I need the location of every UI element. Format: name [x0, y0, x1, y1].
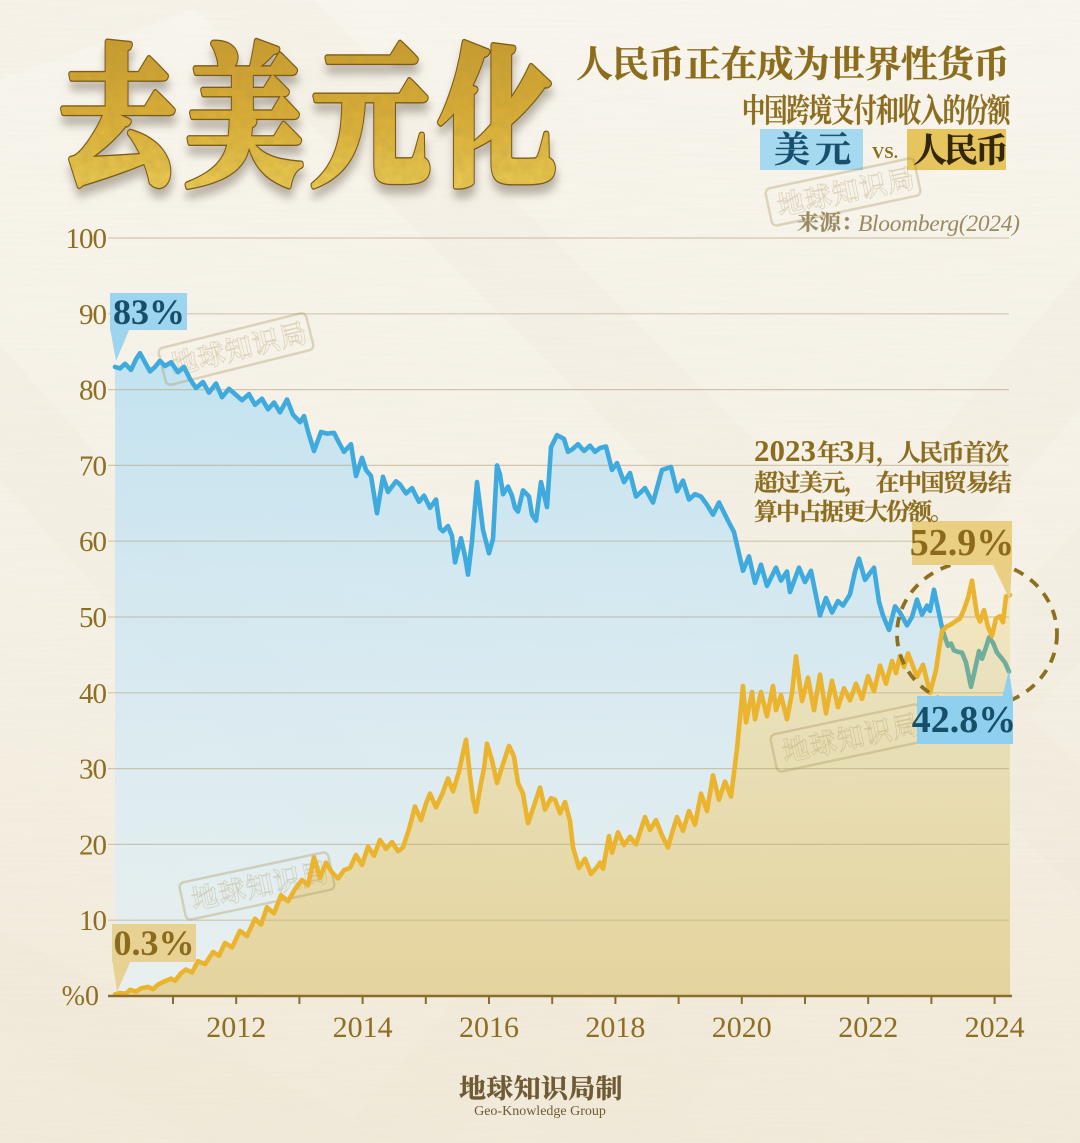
- svg-text:10: 10: [79, 905, 107, 937]
- svg-text:Bloomberg(2024): Bloomberg(2024): [858, 211, 1020, 237]
- svg-text:0.3%: 0.3%: [114, 923, 195, 963]
- svg-text:30: 30: [79, 754, 107, 786]
- svg-text:70: 70: [79, 450, 107, 482]
- svg-text:2023: 2023: [754, 433, 816, 468]
- svg-text:2014: 2014: [333, 1011, 393, 1044]
- svg-text:2024: 2024: [965, 1011, 1025, 1044]
- svg-text:100: 100: [66, 223, 107, 255]
- svg-text:20: 20: [79, 829, 107, 861]
- svg-text:50: 50: [79, 602, 107, 634]
- svg-text:%0: %0: [62, 981, 99, 1012]
- svg-text:Geo-Knowledge Group: Geo-Knowledge Group: [474, 1104, 606, 1119]
- svg-text:90: 90: [79, 299, 107, 331]
- svg-text:2020: 2020: [712, 1011, 772, 1044]
- svg-text:60: 60: [79, 526, 107, 558]
- svg-text:42.8%: 42.8%: [912, 699, 1017, 741]
- svg-text:2022: 2022: [838, 1011, 898, 1044]
- svg-text:2018: 2018: [585, 1011, 645, 1044]
- svg-text:83%: 83%: [113, 292, 185, 332]
- svg-text:2012: 2012: [206, 1011, 266, 1044]
- svg-text:40: 40: [79, 678, 107, 710]
- svg-text:80: 80: [79, 375, 107, 407]
- svg-text:52.9%: 52.9%: [910, 522, 1015, 564]
- svg-text:3: 3: [839, 433, 855, 468]
- svg-text:VS.: VS.: [872, 143, 898, 162]
- svg-text:2016: 2016: [459, 1011, 519, 1044]
